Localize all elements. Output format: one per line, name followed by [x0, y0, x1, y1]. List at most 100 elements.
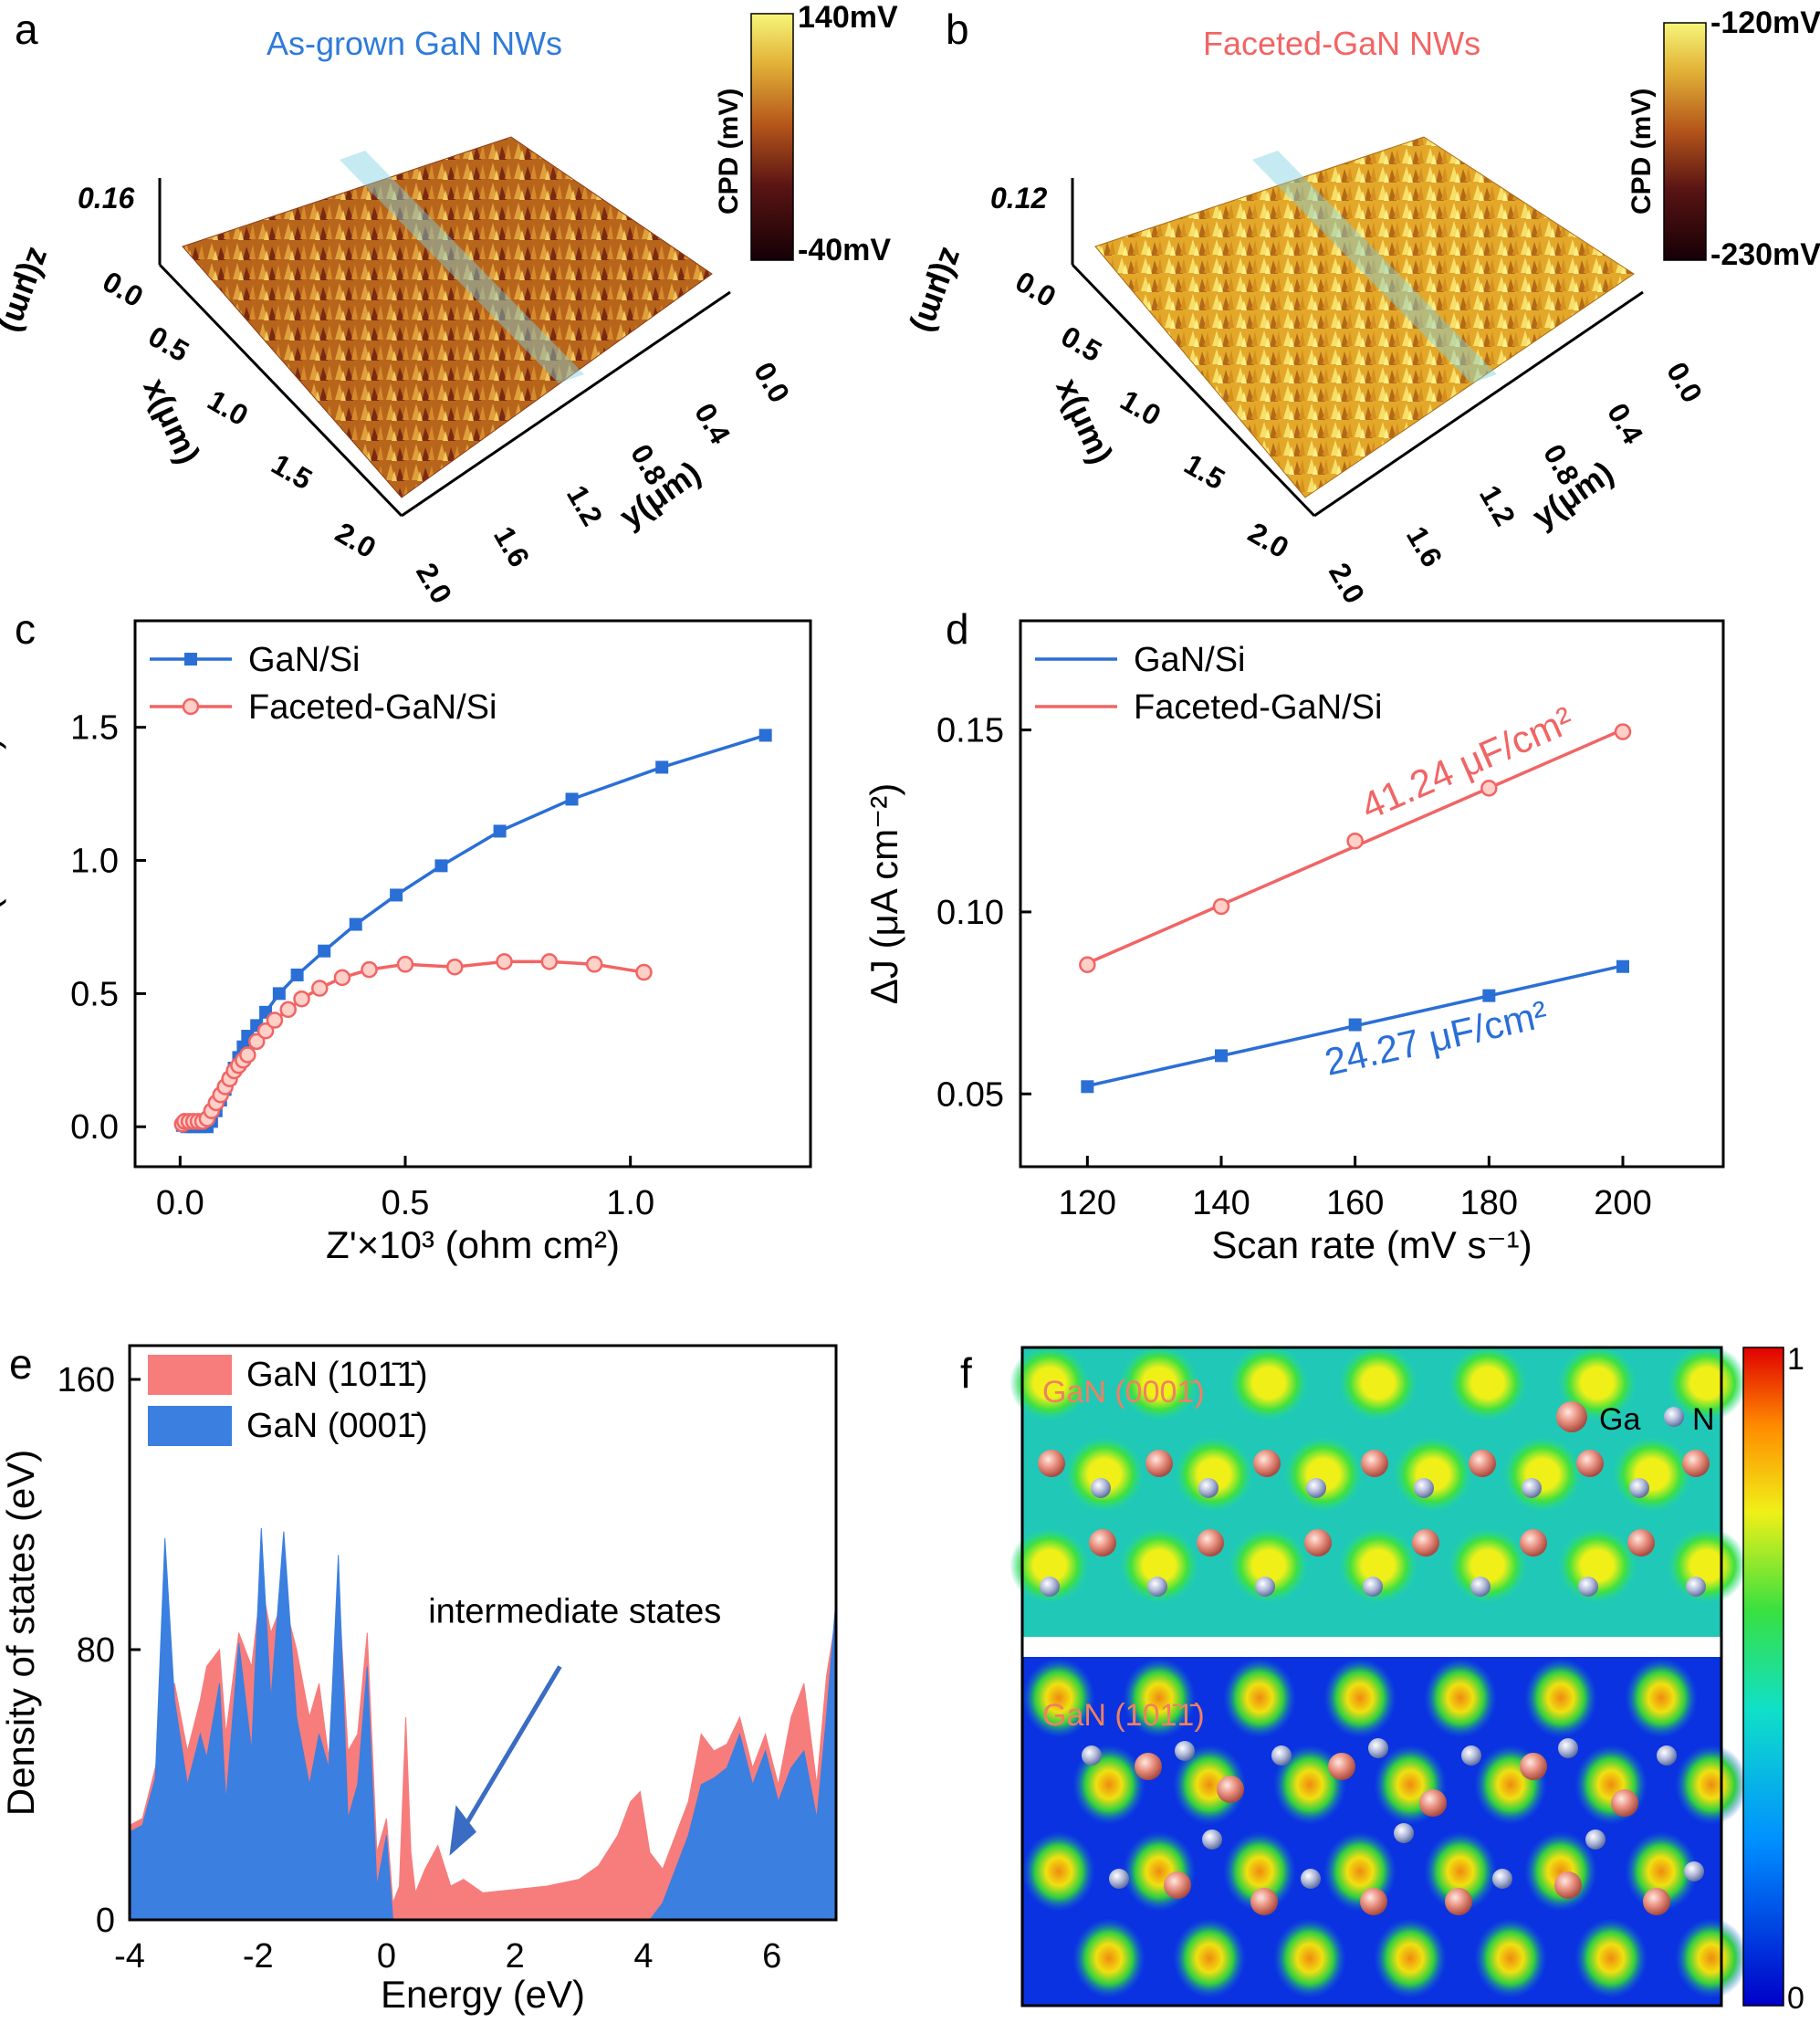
series-line [182, 733, 767, 1128]
legend-swatch [148, 1355, 232, 1395]
colorbar-label-b: CPD (mV) [1626, 89, 1657, 215]
charge-blob [1009, 1527, 1090, 1604]
data-point [1348, 1018, 1362, 1032]
z-label-a: z(μm) [0, 243, 59, 338]
charge-blob [1123, 1658, 1196, 1738]
annotation-label: intermediate states [428, 1592, 721, 1630]
scan-line-highlight-a [340, 151, 584, 383]
data-point [1215, 1049, 1228, 1063]
y-tick-b: 2.0 [1323, 558, 1371, 610]
charge-blob [1448, 1527, 1528, 1604]
charge-blob [1273, 1918, 1346, 1998]
x-tick-label: 140 [1192, 1184, 1250, 1222]
charge-blobs-bottom [1022, 1658, 1748, 1998]
y-axis-label: ΔJ (μA cm⁻²) [863, 783, 905, 1004]
x-tick-label: 2 [506, 1937, 525, 1976]
y-axis-b [1313, 290, 1644, 518]
panel-a: a As-grown GaN NWs 0.16 0.0 z(μm) 0.5 1.… [0, 0, 898, 609]
colorbar-f [1742, 1347, 1784, 2007]
n-atom [1629, 1478, 1649, 1498]
charge-blob [1173, 1918, 1246, 1998]
n-atom [1368, 1738, 1388, 1758]
x-tick-label: -2 [243, 1937, 274, 1976]
y-tick-b: 0.4 [1601, 398, 1650, 450]
n-atom [1255, 1577, 1275, 1597]
x-tick-label: 0.0 [156, 1184, 204, 1222]
ga-atom [1089, 1529, 1116, 1557]
surface-label-bottom: GaN (101̄1̄) [1042, 1698, 1205, 1733]
y-tick-a: 1.2 [560, 480, 609, 532]
map-separator [1022, 1637, 1721, 1657]
ga-atom [1445, 1888, 1472, 1915]
charge-blob [1524, 1658, 1597, 1738]
n-atom [1091, 1478, 1111, 1498]
n-atom [1470, 1577, 1491, 1597]
y-tick-label: 1.0 [70, 843, 119, 881]
data-point [184, 653, 197, 666]
z-tick-min-a: 0.0 [98, 265, 150, 313]
data-point [361, 960, 378, 979]
charge-blob [1625, 1658, 1698, 1738]
n-atom [1363, 1577, 1383, 1597]
y-axis-label: -Z''×10³ (ohm cm²) [0, 737, 6, 1051]
data-point [1614, 723, 1632, 740]
charge-blob [1009, 1345, 1090, 1421]
x-label-b: x(μm) [1049, 372, 1121, 469]
x-tick-b: 1.0 [1115, 383, 1167, 432]
data-point [182, 697, 200, 716]
charge-blob [1424, 1658, 1497, 1738]
colorbar-label-a: CPD (mV) [714, 89, 744, 215]
data-point [758, 728, 772, 742]
n-atom [1175, 1741, 1195, 1761]
n-atom [1686, 1577, 1706, 1597]
x-tick-a: 2.0 [330, 516, 382, 564]
legend-label: GaN (0001̄) [246, 1407, 428, 1445]
y-tick-label: 1.5 [70, 709, 119, 748]
n-atom [1109, 1869, 1129, 1889]
panel-letter-c: c [15, 605, 36, 653]
panel-b: b Faceted-GaN NWs 0.12 0.0 z(μm) 0.5 1.0… [907, 5, 1820, 609]
chart-c: 0.0 0.5 1.0 0.0 0.5 1.0 1.5 Z'×10³ (ohm cm²) -Z'… [0, 619, 812, 1266]
charge-blob [1173, 1745, 1246, 1825]
y-tick-a: 0.0 [748, 357, 796, 409]
n-atom [1414, 1478, 1434, 1498]
ga-atom [1304, 1529, 1332, 1557]
x-label-a: x(μm) [136, 372, 208, 469]
charge-blob [1474, 1918, 1547, 1998]
legend-label: GaN/Si [1134, 641, 1245, 679]
x-tick-a: 1.0 [203, 383, 255, 432]
ga-atom [1611, 1789, 1638, 1817]
ga-atom [1643, 1888, 1670, 1915]
data-point [496, 953, 513, 970]
z-tick-min-b: 0.0 [1010, 265, 1062, 313]
charge-blob [1223, 1831, 1296, 1912]
map-frame [1020, 1346, 1723, 2007]
ga-atom [1360, 1888, 1387, 1915]
colorbar-a [750, 13, 794, 261]
y-axis-label: Density of states (eV) [0, 1450, 42, 1816]
charge-blob [1612, 1436, 1692, 1513]
y-tick-label: 0.5 [70, 975, 119, 1013]
x-tick-a: 0.5 [143, 320, 195, 368]
charge-blob [1675, 1745, 1748, 1825]
data-point [279, 1001, 297, 1019]
charge-blob [1064, 1436, 1145, 1513]
colorbar-max-f: 1 [1787, 1342, 1804, 1377]
ga-atom [1164, 1871, 1191, 1899]
legend-label: GaN/Si [248, 641, 360, 679]
charge-blob [1072, 1918, 1145, 1998]
charge-blob [1123, 1831, 1196, 1912]
x-axis-label: Energy (eV) [381, 1973, 585, 2016]
x-tick-a: 1.5 [267, 447, 319, 496]
panel-letter-a: a [15, 5, 38, 53]
panel-letter-d: d [946, 605, 969, 653]
data-point [1480, 780, 1498, 797]
x-tick-label: 200 [1594, 1184, 1651, 1222]
y-tick-label: 0 [96, 1902, 115, 1940]
surface-label-top: GaN (0001̄) [1042, 1375, 1205, 1410]
n-atom [1202, 1829, 1222, 1850]
n-atom [1657, 1745, 1677, 1766]
legend-ga-label: Ga [1599, 1402, 1640, 1437]
x-axis-label: Scan rate (mV s⁻¹) [1211, 1223, 1532, 1266]
n-atom [1578, 1577, 1598, 1597]
